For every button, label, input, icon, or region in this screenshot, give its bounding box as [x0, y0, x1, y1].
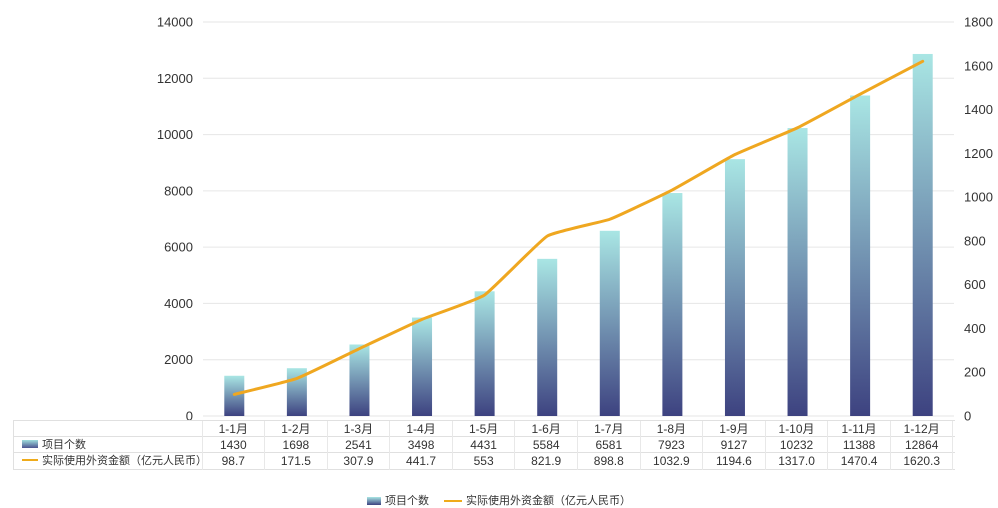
- svg-text:2000: 2000: [164, 352, 193, 367]
- svg-text:1000: 1000: [964, 190, 993, 205]
- svg-text:12000: 12000: [157, 71, 193, 86]
- svg-text:400: 400: [964, 321, 986, 336]
- svg-text:200: 200: [964, 365, 986, 380]
- svg-text:1800: 1800: [964, 15, 993, 30]
- svg-text:8000: 8000: [164, 183, 193, 198]
- svg-text:10000: 10000: [157, 127, 193, 142]
- svg-text:800: 800: [964, 233, 986, 248]
- svg-text:14000: 14000: [157, 15, 193, 30]
- svg-text:600: 600: [964, 277, 986, 292]
- svg-text:1600: 1600: [964, 58, 993, 73]
- svg-text:4000: 4000: [164, 296, 193, 311]
- svg-text:6000: 6000: [164, 240, 193, 255]
- svg-text:1400: 1400: [964, 102, 993, 117]
- svg-text:1200: 1200: [964, 146, 993, 161]
- svg-text:0: 0: [964, 409, 971, 424]
